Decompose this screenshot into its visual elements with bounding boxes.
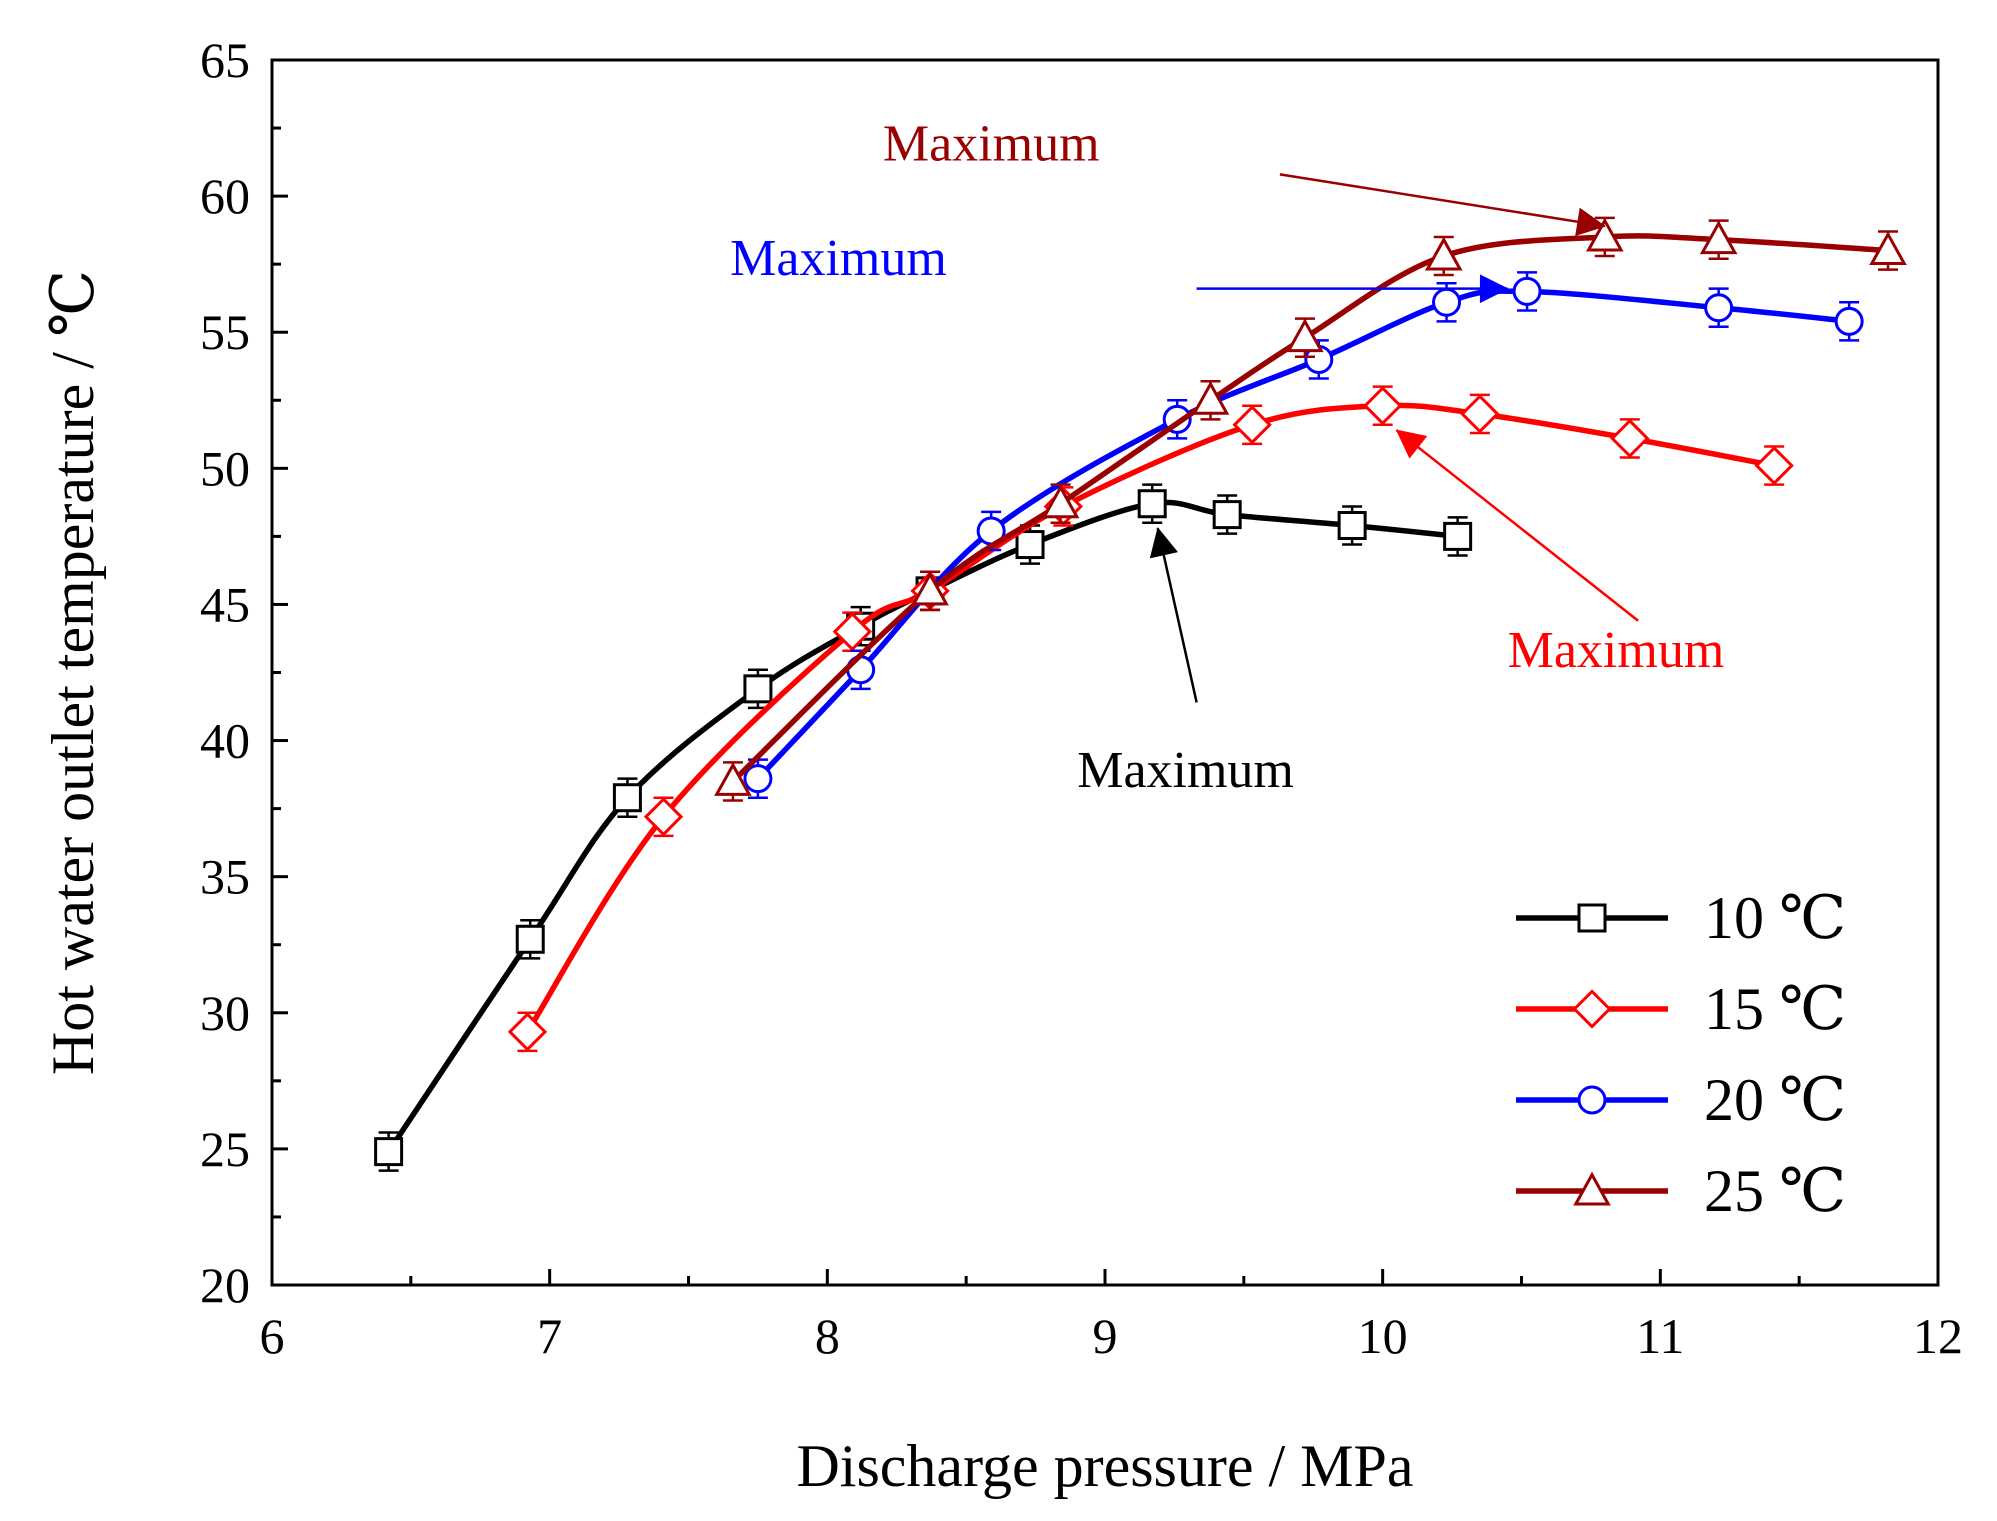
y-tick-label: 50 <box>200 440 250 496</box>
y-tick-label: 25 <box>200 1121 250 1177</box>
data-point <box>612 783 642 813</box>
data-point <box>714 762 752 796</box>
y-tick-label: 20 <box>200 1257 250 1313</box>
annotation-arrow <box>1395 429 1639 622</box>
y-tick-label: 30 <box>200 985 250 1041</box>
data-point <box>911 571 949 606</box>
data-point <box>1362 386 1403 426</box>
data-point <box>1212 500 1242 530</box>
data-point <box>1704 293 1734 323</box>
legend-entry: 20 ℃ <box>1516 1067 1846 1133</box>
legend-swatch-marker <box>1573 1171 1611 1206</box>
y-axis-title: Hot water outlet temperature / ℃ <box>40 270 106 1075</box>
data-point <box>1699 220 1738 255</box>
x-tick-label: 12 <box>1913 1308 1963 1364</box>
annotation-arrow <box>1279 173 1606 237</box>
annotation-3: Maximum <box>1395 429 1725 679</box>
y-tick-label: 40 <box>200 713 250 769</box>
legend-swatch-marker <box>1572 989 1612 1029</box>
legend-swatch-marker <box>1577 1085 1607 1115</box>
data-point <box>1432 287 1462 317</box>
annotation-label: Maximum <box>1077 742 1294 799</box>
data-point <box>1041 484 1080 519</box>
annotation-1: Maximum <box>883 116 1606 237</box>
y-tick-label: 60 <box>200 168 250 224</box>
data-point <box>643 797 684 837</box>
data-point <box>1460 394 1500 434</box>
axis-ticks: 6 7 8 9 10 11 12 20 25 30 35 40 45 50 55 60 65 <box>200 32 1963 1364</box>
series-line <box>755 288 1852 782</box>
data-point <box>1286 318 1324 353</box>
annotation-2: Maximum <box>730 230 1509 304</box>
data-point <box>1834 306 1864 336</box>
data-point <box>1443 521 1473 551</box>
data-point <box>1512 276 1542 306</box>
legend-swatch-marker <box>1577 903 1607 933</box>
series-4 <box>714 216 1907 802</box>
annotation-4: Maximum <box>1077 527 1294 799</box>
y-tick-label: 45 <box>200 576 250 632</box>
x-tick-label: 11 <box>1636 1308 1684 1364</box>
legend-label: 10 ℃ <box>1704 885 1846 951</box>
data-point <box>1610 418 1650 459</box>
annotation-label: Maximum <box>730 230 947 287</box>
annotation-layer: Maximum Maximum Maximum Maximum <box>730 116 1724 799</box>
y-tick-label: 35 <box>200 849 250 905</box>
annotation-label: Maximum <box>883 116 1100 173</box>
data-point <box>1137 489 1167 519</box>
legend-entry: 15 ℃ <box>1516 976 1846 1042</box>
annotation-arrow <box>1149 527 1198 703</box>
x-axis-title: Discharge pressure / MPa <box>796 1433 1413 1499</box>
data-point <box>1337 511 1367 540</box>
series-line <box>524 402 1777 1035</box>
data-point <box>1424 236 1463 271</box>
series-2 <box>507 385 1794 1053</box>
data-point <box>515 924 545 954</box>
data-point <box>1015 530 1045 560</box>
series-3 <box>743 271 1864 799</box>
data-point <box>1754 445 1794 486</box>
x-tick-label: 8 <box>815 1308 840 1364</box>
y-tick-label: 65 <box>200 32 250 88</box>
x-tick-label: 7 <box>537 1308 562 1364</box>
data-point <box>832 611 872 652</box>
annotation-label: Maximum <box>1508 622 1725 679</box>
legend-label: 20 ℃ <box>1704 1067 1846 1133</box>
data-point <box>743 764 773 794</box>
data-point <box>1232 405 1272 445</box>
x-tick-label: 9 <box>1093 1308 1118 1364</box>
legend: 10 ℃ 15 ℃ 20 ℃ 25 ℃ <box>1516 885 1846 1224</box>
legend-entry: 10 ℃ <box>1516 885 1846 951</box>
x-tick-label: 10 <box>1358 1308 1408 1364</box>
data-point <box>507 1012 548 1052</box>
data-point <box>374 1137 404 1167</box>
legend-entry: 25 ℃ <box>1516 1158 1846 1224</box>
series-layer <box>374 216 1907 1172</box>
x-tick-label: 6 <box>260 1308 285 1364</box>
y-tick-label: 55 <box>200 304 250 360</box>
legend-label: 15 ℃ <box>1704 976 1846 1042</box>
data-point <box>1191 380 1230 415</box>
legend-label: 25 ℃ <box>1704 1158 1846 1224</box>
data-point <box>743 674 773 704</box>
data-point <box>1869 231 1907 266</box>
